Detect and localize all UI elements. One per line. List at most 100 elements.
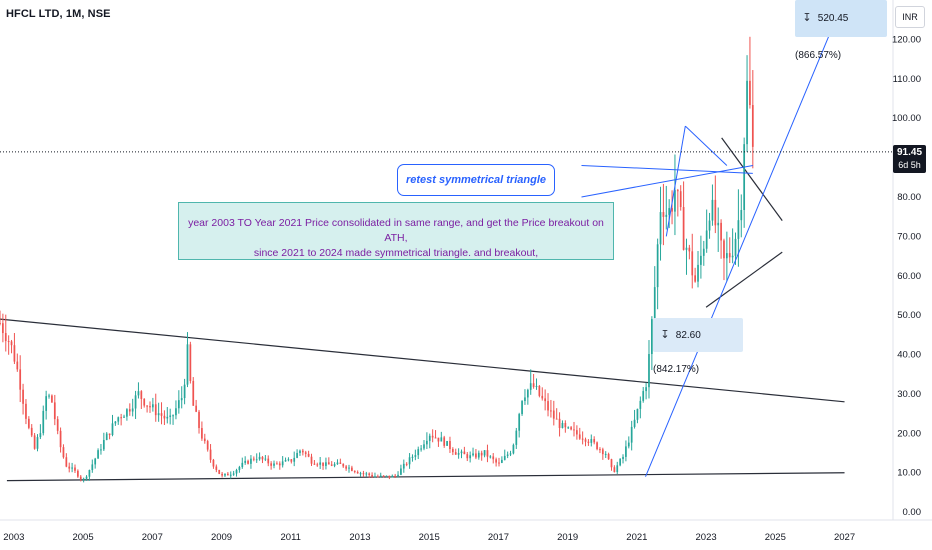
candle-body — [189, 344, 192, 381]
y-tick-label: 10.00 — [897, 468, 921, 479]
candle-body — [290, 459, 293, 462]
y-tick-label: 40.00 — [897, 350, 921, 361]
candle-body — [486, 450, 489, 457]
candle-body — [428, 435, 431, 441]
candle-body — [460, 451, 463, 454]
candle-body — [607, 453, 610, 460]
candle-body — [120, 417, 123, 419]
candle-body — [177, 400, 180, 409]
trendline-triangle-lower — [705, 251, 783, 308]
candle-body — [639, 400, 642, 409]
candle-body — [244, 460, 247, 463]
candle-body — [316, 464, 319, 466]
candle-body — [163, 415, 166, 419]
candle-body — [201, 428, 203, 439]
candle-body — [273, 463, 275, 466]
x-tick-label: 2025 — [765, 532, 786, 543]
retest-callout[interactable]: retest symmetrical triangle — [397, 164, 555, 196]
x-tick-label: 2019 — [557, 532, 578, 543]
candle-body — [2, 323, 4, 334]
candle-body — [676, 190, 679, 192]
candle-body — [411, 456, 414, 458]
candle-body — [434, 437, 437, 439]
candle-body — [622, 456, 624, 460]
candle-body — [483, 450, 486, 456]
candle-body — [336, 462, 339, 465]
projection-line — [684, 125, 728, 166]
candle-body — [440, 437, 443, 442]
candle-body — [169, 415, 172, 417]
candle-body — [25, 403, 27, 419]
projection-line — [665, 125, 686, 237]
trendline-upper-base — [0, 318, 845, 403]
candle-body — [691, 251, 694, 276]
x-tick-label: 2017 — [488, 532, 509, 543]
candle-body — [734, 238, 737, 256]
candle-body — [625, 446, 627, 457]
candle-body — [226, 473, 229, 476]
candle-body — [544, 398, 547, 402]
measure-label-mid[interactable]: ↧ 82.60 (842.17%) — [653, 318, 743, 375]
candle-body — [371, 474, 373, 477]
price-axis: 0.00 10.00 20.00 30.00 40.00 50.00 60.00 70.00 8… — [892, 34, 921, 518]
candle-body — [610, 459, 613, 468]
candle-body — [662, 212, 665, 217]
candle-body — [166, 416, 169, 419]
candle-body — [42, 410, 45, 434]
candle-body — [564, 423, 567, 428]
x-tick-label: 2021 — [626, 532, 647, 543]
candle-body — [688, 247, 691, 252]
symbol-title[interactable]: HFCL LTD, 1M, NSE — [6, 8, 111, 20]
note-line-1: year 2003 TO Year 2021 Price consolidate… — [188, 217, 604, 244]
candle-body — [385, 475, 388, 477]
currency-button[interactable]: INR — [895, 6, 925, 28]
candle-body — [102, 439, 105, 450]
candle-body — [270, 463, 272, 466]
candle-body — [224, 473, 226, 476]
candle-body — [702, 248, 705, 256]
candle-body — [645, 387, 647, 392]
candle-body — [13, 345, 16, 362]
measure-label-top[interactable]: ↧ 520.45 (866.57%) — [795, 0, 887, 61]
candle-body — [65, 457, 68, 467]
candle-body — [679, 191, 682, 208]
candle-body — [212, 459, 215, 467]
candle-body — [475, 453, 477, 458]
candle-body — [232, 473, 235, 475]
candle-body — [221, 473, 223, 476]
candle-body — [359, 473, 362, 475]
x-tick-label: 2027 — [834, 532, 855, 543]
candle-body — [705, 230, 708, 249]
note-textbox[interactable]: year 2003 TO Year 2021 Price consolidate… — [178, 202, 614, 260]
candle-body — [198, 411, 200, 429]
candle-body — [685, 247, 688, 250]
candle-body — [97, 450, 99, 459]
candle-body — [388, 475, 391, 478]
candle-body — [296, 452, 298, 458]
candle-body — [313, 463, 316, 465]
candle-body — [325, 462, 327, 466]
candle-body — [601, 449, 604, 455]
time-axis: 2003 2005 2007 2009 2011 2013 2015 2017 2019 2021… — [3, 532, 855, 543]
y-tick-label: 20.00 — [897, 428, 921, 439]
candle-body — [728, 253, 731, 258]
x-tick-label: 2009 — [211, 532, 232, 543]
last-price-tag: 91.45 6d 5h — [893, 145, 926, 173]
x-tick-label: 2011 — [281, 532, 301, 543]
candle-body — [596, 442, 598, 450]
candle-body — [515, 430, 518, 445]
candle-body — [261, 456, 264, 460]
candle-body — [532, 383, 535, 387]
candle-body — [51, 395, 53, 403]
candle-body — [659, 212, 662, 245]
candle-body — [538, 385, 541, 396]
candle-body — [128, 409, 131, 412]
candle-body — [382, 475, 385, 477]
y-tick-label: 120.00 — [892, 34, 921, 45]
candle-body — [53, 402, 56, 420]
y-tick-label: 60.00 — [897, 271, 921, 282]
candle-body — [0, 323, 1, 325]
candle-body — [307, 453, 310, 457]
candle-body — [593, 439, 596, 443]
